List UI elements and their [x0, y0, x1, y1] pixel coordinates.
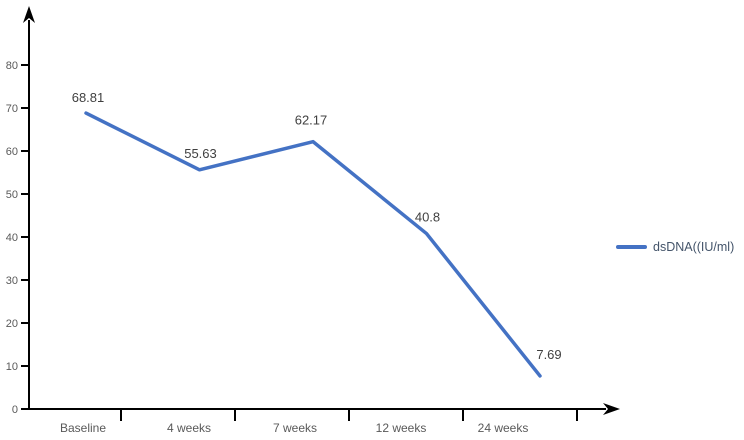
- y-tick-label: 60: [6, 146, 18, 158]
- x-category-label: Baseline: [60, 421, 106, 435]
- legend-line-swatch: [616, 245, 647, 249]
- y-axis-ticks: 0 10 20 30 40 50 60 70 80: [6, 60, 30, 416]
- y-tick-label: 10: [6, 361, 18, 373]
- y-tick-label: 30: [6, 275, 18, 287]
- x-category-label: 12 weeks: [376, 421, 427, 435]
- data-series: [84, 111, 542, 378]
- x-category-label: 7 weeks: [273, 421, 317, 435]
- y-tick-label: 40: [6, 232, 18, 244]
- x-axis-arrowhead: [603, 403, 620, 415]
- x-category-label: 4 weeks: [167, 421, 211, 435]
- data-point-label: 55.63: [184, 146, 217, 161]
- legend: dsDNA((IU/ml): [616, 240, 734, 254]
- legend-series-label: dsDNA((IU/ml): [653, 240, 735, 254]
- data-point-label: 68.81: [72, 90, 105, 105]
- data-point-label: 40.8: [415, 210, 440, 225]
- y-axis-arrowhead: [23, 6, 35, 23]
- data-labels: 68.81 55.63 62.17 40.8 7.69: [72, 90, 562, 362]
- data-point-label: 62.17: [295, 113, 328, 128]
- series-line: [84, 111, 542, 378]
- y-tick-label: 0: [12, 404, 18, 416]
- y-tick-label: 70: [6, 103, 18, 115]
- x-axis-ticks: Baseline 4 weeks 7 weeks 12 weeks 24 weeks: [60, 409, 578, 435]
- y-tick-label: 50: [6, 189, 18, 201]
- data-point-label: 7.69: [536, 347, 561, 362]
- y-tick-label: 80: [6, 60, 18, 72]
- x-category-label: 24 weeks: [478, 421, 529, 435]
- y-tick-label: 20: [6, 318, 18, 330]
- axes: [21, 6, 620, 415]
